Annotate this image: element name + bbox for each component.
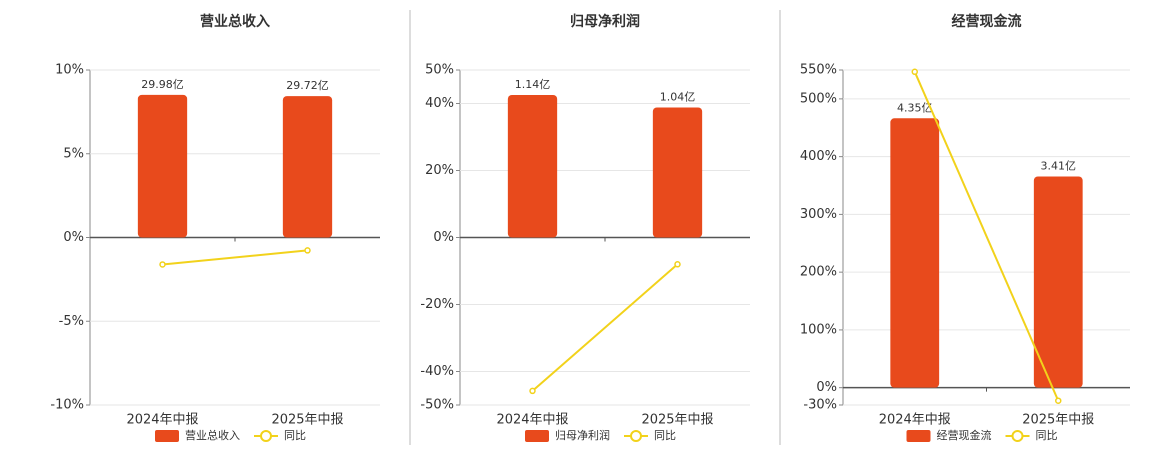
bar (282, 96, 333, 238)
line-point (1055, 397, 1062, 404)
line-series (162, 249, 308, 266)
chart-title: 营业总收入 (200, 13, 270, 30)
y-tick-label: -30% (803, 398, 837, 413)
bar (890, 118, 940, 388)
data-label: 3.41亿 (1041, 160, 1077, 173)
bar (507, 95, 558, 238)
y-tick-label: -40% (420, 364, 454, 379)
legend-label: 归母净利润 (555, 428, 610, 442)
legend-swatch (155, 430, 179, 442)
y-tick-label: 5% (63, 146, 84, 161)
legend-swatch (906, 430, 931, 442)
x-tick-label: 2025年中报 (1022, 413, 1094, 428)
bar (1033, 176, 1083, 388)
y-tick-label: -5% (59, 314, 84, 329)
y-tick-label: 10% (55, 63, 84, 78)
y-tick-label: -10% (50, 398, 84, 413)
x-tick-label: 2025年中报 (271, 413, 343, 428)
y-tick-label: 400% (800, 149, 837, 164)
chart-title: 归母净利润 (570, 13, 640, 30)
data-label: 29.72亿 (286, 79, 329, 92)
y-tick-label: 500% (800, 91, 837, 106)
line-point (674, 261, 681, 268)
data-label: 4.35亿 (897, 101, 933, 114)
legend-label: 同比 (654, 429, 676, 442)
y-tick-label: 300% (800, 207, 837, 222)
y-tick-label: 550% (800, 63, 837, 78)
legend-marker (1011, 430, 1024, 442)
y-tick-label: 200% (800, 265, 837, 280)
y-tick-label: 0% (63, 230, 84, 245)
x-tick-label: 2024年中报 (126, 413, 198, 428)
y-tick-label: 0% (433, 230, 454, 245)
line-point (159, 261, 166, 268)
legend-swatch (525, 430, 549, 442)
x-tick-label: 2024年中报 (496, 413, 568, 428)
y-tick-label: 100% (800, 322, 837, 337)
y-tick-label: 50% (425, 63, 454, 78)
legend-marker (630, 430, 642, 442)
legend-label: 经营现金流 (937, 428, 992, 442)
data-label: 29.98亿 (141, 78, 184, 91)
data-label: 1.04亿 (660, 91, 696, 104)
y-tick-label: 40% (425, 96, 454, 111)
line-series (531, 263, 679, 392)
legend-marker (260, 430, 272, 442)
bar (137, 94, 188, 238)
legend-label: 同比 (1036, 429, 1058, 442)
line-series (913, 71, 1060, 402)
line-point (304, 247, 311, 254)
y-tick-label: -20% (420, 297, 454, 312)
x-tick-label: 2025年中报 (641, 413, 713, 428)
line-point (911, 68, 918, 76)
legend-label: 营业总收入 (185, 428, 240, 442)
data-label: 1.14亿 (515, 78, 551, 91)
chart-title: 经营现金流 (952, 13, 1022, 30)
bar (652, 107, 703, 238)
line-point (529, 387, 536, 395)
legend-label: 同比 (284, 429, 306, 442)
x-tick-label: 2024年中报 (879, 413, 951, 428)
y-tick-label: 20% (425, 163, 454, 178)
y-tick-label: 0% (816, 380, 837, 395)
y-tick-label: -50% (420, 398, 454, 413)
